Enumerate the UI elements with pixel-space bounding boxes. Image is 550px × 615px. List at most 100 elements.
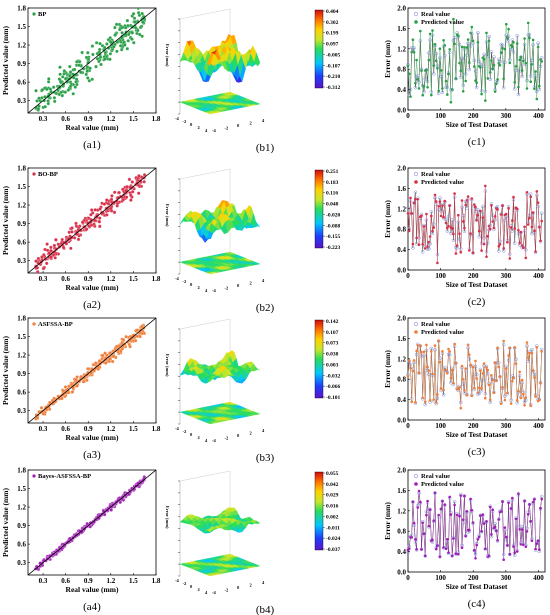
predicted-value-point xyxy=(464,79,468,83)
predicted-value-point xyxy=(490,59,493,62)
predicted-value-point xyxy=(475,219,479,222)
predicted-value-point xyxy=(427,369,431,372)
predicted-value-point xyxy=(437,205,441,208)
predicted-value-point xyxy=(534,395,537,398)
z-axis-label: Error (mm) xyxy=(165,204,170,227)
predicted-value-point xyxy=(473,65,476,68)
predicted-value-point xyxy=(464,203,468,207)
y-tick-label: 2 xyxy=(198,587,201,592)
real-value-point xyxy=(477,59,481,64)
predicted-value-point xyxy=(428,508,432,512)
real-value-point xyxy=(420,250,425,254)
real-value-point xyxy=(465,53,469,57)
scatter-point xyxy=(54,237,58,242)
predicted-value-point xyxy=(412,51,416,54)
real-value-point xyxy=(407,92,411,97)
scatter-point xyxy=(61,245,66,250)
predicted-value-point xyxy=(412,201,416,205)
predicted-value-point xyxy=(514,517,518,521)
scatter-point xyxy=(127,177,132,182)
scatter-point xyxy=(94,361,98,365)
predicted-value-point xyxy=(502,339,506,343)
colorbar-label: 0.251 xyxy=(326,169,339,175)
scatter-point xyxy=(43,104,47,109)
predicted-value-point xyxy=(438,360,442,364)
predicted-value-point xyxy=(452,17,455,21)
legend-label: BO-BP xyxy=(38,171,58,178)
scatter-point xyxy=(109,206,113,211)
predicted-value-point xyxy=(415,236,418,240)
scatter-point xyxy=(119,47,124,52)
predicted-value-point xyxy=(486,235,490,238)
predicted-value-point xyxy=(533,229,536,232)
colorbar-label: -0.020 xyxy=(326,212,340,218)
surface-patch xyxy=(253,102,261,105)
y-tick-label: 2.0 xyxy=(397,467,406,475)
predicted-value-point xyxy=(469,497,472,501)
predicted-value-point xyxy=(439,214,443,218)
predicted-value-point xyxy=(499,51,503,54)
predicted-value-point xyxy=(425,68,428,72)
predicted-value-point xyxy=(484,547,487,550)
predicted-value-point xyxy=(448,48,452,51)
real-value-point xyxy=(409,45,414,50)
scatter-point xyxy=(63,77,68,81)
scatter-point xyxy=(108,52,113,56)
y-tick-label: 4 xyxy=(205,438,208,443)
real-value-point xyxy=(417,236,421,240)
predicted-value-point xyxy=(428,398,432,402)
y-axis-label: Predicted value (mm) xyxy=(1,25,10,95)
x-tick-label: 100 xyxy=(435,272,446,280)
scatter-point xyxy=(71,75,76,80)
real-value-point xyxy=(461,83,465,88)
predicted-value-point xyxy=(425,343,428,347)
legend-label-real: Real value xyxy=(421,321,450,328)
y-tick-label: 1.2 xyxy=(397,205,406,213)
y-tick-label: 1.5 xyxy=(17,23,26,31)
real-value-point xyxy=(508,252,512,256)
scatter-point xyxy=(105,198,109,202)
scatter-point xyxy=(125,18,130,23)
predicted-value-point xyxy=(425,212,428,216)
colorbar-label: -0.155 xyxy=(326,234,340,240)
predicted-value-point xyxy=(458,61,461,65)
scatter-point xyxy=(130,25,134,29)
predicted-value-point xyxy=(511,219,514,222)
real-value-point xyxy=(408,199,413,203)
predicted-value-point xyxy=(474,557,477,560)
predicted-value-point xyxy=(417,87,421,90)
predicted-value-point xyxy=(499,402,503,406)
x-tick-label: -4 xyxy=(212,128,216,133)
scatter-point xyxy=(70,390,75,394)
predicted-value-point xyxy=(514,362,518,366)
predicted-value-point xyxy=(538,398,541,402)
predicted-value-point xyxy=(407,359,411,362)
x-tick-label: 300 xyxy=(501,272,512,280)
scatter-point xyxy=(74,221,78,226)
predicted-value-point xyxy=(436,393,439,396)
predicted-value-point xyxy=(534,547,537,551)
predicted-value-point xyxy=(512,195,515,199)
scatter-point xyxy=(121,197,125,202)
predicted-value-point xyxy=(470,197,474,200)
colorbar-label: 0.029 xyxy=(326,493,339,499)
predicted-value-point xyxy=(427,240,431,244)
scatter-point xyxy=(95,57,100,61)
predicted-value-point xyxy=(475,543,479,547)
predicted-value-point xyxy=(496,78,499,81)
predicted-value-point xyxy=(473,203,476,206)
predicted-value-point xyxy=(522,59,525,63)
scatter-point xyxy=(137,174,141,178)
scatter-point xyxy=(112,190,117,194)
predicted-value-point xyxy=(466,343,470,347)
colorbar-label: -0.024 xyxy=(326,536,340,542)
x-tick-label: -4 xyxy=(212,438,216,443)
predicted-value-point xyxy=(504,22,508,26)
predicted-value-point xyxy=(517,492,520,495)
x-tick-label: -2 xyxy=(225,588,229,593)
scatter-point xyxy=(98,224,102,229)
predicted-value-point xyxy=(512,545,515,548)
y-tick-label: -4 xyxy=(175,578,179,583)
x-tick-label: 200 xyxy=(468,422,479,430)
predicted-value-point xyxy=(474,205,477,209)
